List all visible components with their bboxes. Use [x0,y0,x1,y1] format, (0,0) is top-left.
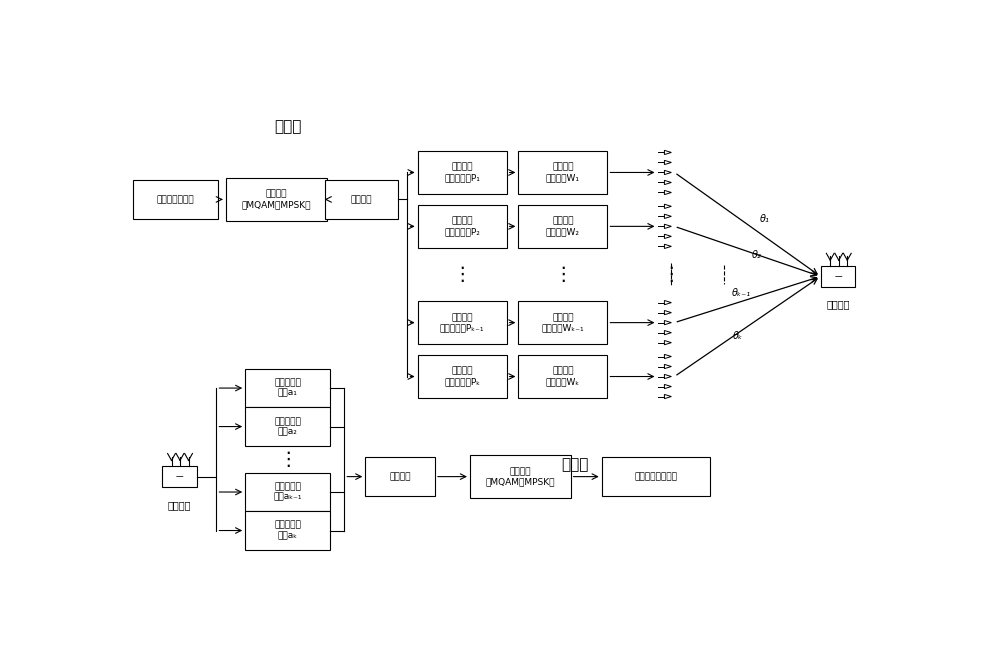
FancyBboxPatch shape [418,151,507,194]
FancyBboxPatch shape [133,180,218,218]
Text: 方向调制
预编码矩阵Pₖ₋₁: 方向调制 预编码矩阵Pₖ₋₁ [440,313,484,332]
FancyBboxPatch shape [602,457,710,496]
Text: ⋮: ⋮ [553,265,573,284]
Text: 接收端: 接收端 [561,457,588,472]
FancyBboxPatch shape [245,408,330,446]
Text: 并串转换: 并串转换 [389,472,411,481]
FancyBboxPatch shape [245,473,330,511]
FancyBboxPatch shape [325,180,398,218]
Text: 发射端: 发射端 [274,119,301,133]
Text: ⋮: ⋮ [661,265,680,284]
Text: θₖ₋₁: θₖ₋₁ [732,288,751,298]
FancyBboxPatch shape [518,301,607,344]
Text: 合法用户: 合法用户 [826,299,850,310]
Text: 方向调制
预编码矩阵P₁: 方向调制 预编码矩阵P₁ [444,163,480,182]
Text: 基带解调
（MQAM或MPSK）: 基带解调 （MQAM或MPSK） [486,467,555,486]
FancyBboxPatch shape [418,355,507,398]
FancyBboxPatch shape [365,457,435,496]
Text: θ₁: θ₁ [760,214,770,224]
FancyBboxPatch shape [418,301,507,344]
Text: 原始二进制序列: 原始二进制序列 [157,195,194,204]
Text: 方向调制
预编码矩阵Pₖ: 方向调制 预编码矩阵Pₖ [444,367,480,386]
Text: 人工噪声
投影矩阵W₁: 人工噪声 投影矩阵W₁ [546,163,580,182]
Text: 人工噪声
投影矩阵Wₖ₋₁: 人工噪声 投影矩阵Wₖ₋₁ [542,313,584,332]
FancyBboxPatch shape [418,205,507,248]
Text: —: — [175,472,183,481]
FancyBboxPatch shape [162,466,197,487]
FancyBboxPatch shape [226,178,326,220]
Text: 串并转换: 串并转换 [351,195,372,204]
FancyBboxPatch shape [470,456,571,498]
Text: 恢复的二进制序列: 恢复的二进制序列 [634,472,677,481]
FancyBboxPatch shape [821,266,855,287]
Text: θ₂: θ₂ [752,250,762,260]
FancyBboxPatch shape [245,511,330,550]
Text: 合法用户: 合法用户 [168,500,191,510]
FancyBboxPatch shape [518,205,607,248]
Text: 多波束接收
权值aₖ₋₁: 多波束接收 权值aₖ₋₁ [274,482,302,502]
Text: 多波束接收
权值a₁: 多波束接收 权值a₁ [274,378,301,398]
Text: θₖ: θₖ [733,330,743,341]
Text: ⋮: ⋮ [278,450,298,469]
Text: 人工噪声
投影矩阵Wₖ: 人工噪声 投影矩阵Wₖ [546,367,580,386]
Text: 多波束接收
权值aₖ: 多波束接收 权值aₖ [274,521,301,540]
Text: 多波束接收
权值a₂: 多波束接收 权值a₂ [274,417,301,436]
Text: ⋮: ⋮ [452,265,472,284]
FancyBboxPatch shape [518,355,607,398]
FancyBboxPatch shape [245,369,330,408]
Text: 人工噪声
投影矩阵W₂: 人工噪声 投影矩阵W₂ [546,216,580,236]
FancyBboxPatch shape [518,151,607,194]
Text: 基带调制
（MQAM或MPSK）: 基带调制 （MQAM或MPSK） [241,190,311,209]
Text: 方向调制
预编码矩阵P₂: 方向调制 预编码矩阵P₂ [444,216,480,236]
Text: —: — [834,272,842,281]
